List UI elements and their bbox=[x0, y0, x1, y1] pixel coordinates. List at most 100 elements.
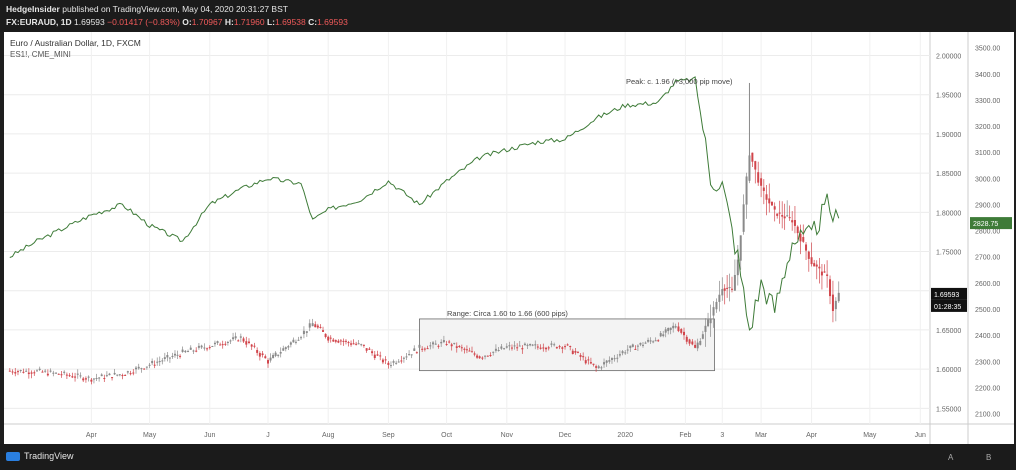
candle-body bbox=[192, 350, 195, 352]
candle-body bbox=[71, 376, 74, 378]
candle-body bbox=[516, 347, 519, 349]
candle-body bbox=[802, 237, 805, 242]
candle-body bbox=[392, 361, 395, 363]
candle-body bbox=[608, 360, 611, 362]
candle-body bbox=[79, 375, 82, 377]
candle-body bbox=[68, 375, 71, 377]
candle-body bbox=[90, 379, 93, 382]
candle-body bbox=[807, 251, 810, 259]
candle-body bbox=[219, 344, 222, 346]
publisher-name[interactable]: HedgeInsider bbox=[6, 4, 60, 14]
left-tick-label: 1.65000 bbox=[936, 328, 961, 335]
candle-body bbox=[292, 339, 295, 343]
candle-body bbox=[339, 340, 342, 342]
es-last-badge: 2828.75 bbox=[973, 221, 998, 228]
candle-body bbox=[287, 346, 290, 348]
candle-body bbox=[418, 344, 421, 348]
candle-body bbox=[371, 351, 374, 354]
candle-body bbox=[561, 347, 564, 349]
candle-body bbox=[688, 339, 691, 344]
candle-body bbox=[745, 176, 748, 205]
left-tick-label: 1.90000 bbox=[936, 132, 961, 139]
candle-body bbox=[600, 367, 603, 369]
right-tick-label: 3000.00 bbox=[975, 176, 1000, 183]
candle-body bbox=[489, 355, 492, 357]
candle-body bbox=[189, 347, 192, 350]
candle-body bbox=[105, 375, 108, 377]
candle-body bbox=[770, 201, 773, 206]
candle-body bbox=[680, 329, 683, 333]
time-tick-label: Oct bbox=[441, 432, 452, 439]
right-tick-label: 3300.00 bbox=[975, 98, 1000, 105]
candle-body bbox=[584, 360, 587, 364]
candle-body bbox=[685, 336, 688, 342]
candle-body bbox=[258, 353, 261, 357]
left-price-axis[interactable]: 2.00000 1.95000 1.90000 1.85000 1.80000 1.750… bbox=[936, 54, 961, 414]
time-tick-label: Jun bbox=[915, 432, 926, 439]
candle-body bbox=[629, 345, 632, 348]
candle-body bbox=[699, 340, 702, 345]
candle-body bbox=[184, 350, 187, 353]
candle-body bbox=[736, 259, 739, 276]
candle-body bbox=[754, 161, 757, 170]
candle-body bbox=[691, 341, 694, 345]
candle-body bbox=[579, 355, 582, 357]
left-tick-label: 1.75000 bbox=[936, 250, 961, 257]
right-tick-label: 2500.00 bbox=[975, 307, 1000, 314]
left-tick-label: 1.85000 bbox=[936, 171, 961, 178]
candle-body bbox=[728, 287, 731, 289]
candle-body bbox=[478, 356, 481, 359]
candle-body bbox=[621, 351, 624, 354]
candle-body bbox=[471, 351, 474, 353]
candle-body bbox=[726, 287, 729, 289]
candle-body bbox=[465, 349, 468, 351]
candle-body bbox=[603, 362, 606, 365]
time-axis[interactable]: Apr May Jun J Aug Sep Oct Nov Dec 2020 Feb 3 Mar Apr M… bbox=[86, 432, 926, 439]
right-price-axis[interactable]: 3500.00 3400.00 3300.00 3200.00 3100.00 3000.… bbox=[975, 46, 1000, 419]
candle-body bbox=[111, 377, 114, 379]
candle-body bbox=[277, 354, 280, 356]
time-tick-label: Sep bbox=[382, 432, 395, 439]
candle-body bbox=[641, 344, 644, 346]
candle-body bbox=[38, 368, 41, 370]
chart-footer: TradingView A B bbox=[0, 444, 1016, 470]
chart-subtitle: ES1!, CME_MINI bbox=[10, 50, 71, 59]
candle-body bbox=[284, 347, 287, 350]
candle-body bbox=[63, 371, 66, 373]
candle-body bbox=[526, 344, 529, 346]
candle-body bbox=[437, 345, 440, 347]
candle-body bbox=[113, 372, 116, 375]
log-scale-button[interactable]: B bbox=[986, 453, 991, 462]
candle-body bbox=[405, 356, 408, 358]
chart-header: HedgeInsider published on TradingView.co… bbox=[0, 0, 1016, 32]
candle-body bbox=[587, 359, 590, 361]
candle-body bbox=[701, 334, 704, 339]
candle-body bbox=[616, 357, 619, 359]
price-chart[interactable]: Euro / Australian Dollar, 1D, FXCM ES1!,… bbox=[4, 32, 1014, 444]
candle-body bbox=[751, 152, 754, 162]
auto-scale-button[interactable]: A bbox=[948, 453, 954, 462]
candle-body bbox=[118, 374, 121, 376]
candle-body bbox=[87, 376, 90, 378]
candle-body bbox=[626, 349, 629, 351]
candle-body bbox=[492, 351, 495, 353]
candle-body bbox=[662, 334, 665, 337]
candle-body bbox=[757, 172, 760, 183]
low-label: L: bbox=[266, 17, 275, 27]
candle-body bbox=[631, 344, 634, 347]
candle-body bbox=[121, 375, 124, 377]
candle-body bbox=[168, 357, 171, 359]
candle-body bbox=[173, 353, 176, 356]
candle-body bbox=[715, 301, 718, 310]
candle-body bbox=[768, 198, 771, 204]
tradingview-brand[interactable]: TradingView bbox=[6, 451, 74, 462]
candle-body bbox=[634, 348, 637, 350]
candle-body bbox=[355, 343, 358, 345]
candle-body bbox=[574, 351, 577, 353]
chart-panel[interactable]: Euro / Australian Dollar, 1D, FXCM ES1!,… bbox=[4, 32, 1014, 444]
candle-body bbox=[60, 374, 63, 376]
time-tick-label: Apr bbox=[806, 432, 818, 439]
right-tick-label: 3500.00 bbox=[975, 46, 1000, 53]
chart-title: Euro / Australian Dollar, 1D, FXCM bbox=[10, 38, 141, 48]
right-tick-label: 3400.00 bbox=[975, 72, 1000, 79]
